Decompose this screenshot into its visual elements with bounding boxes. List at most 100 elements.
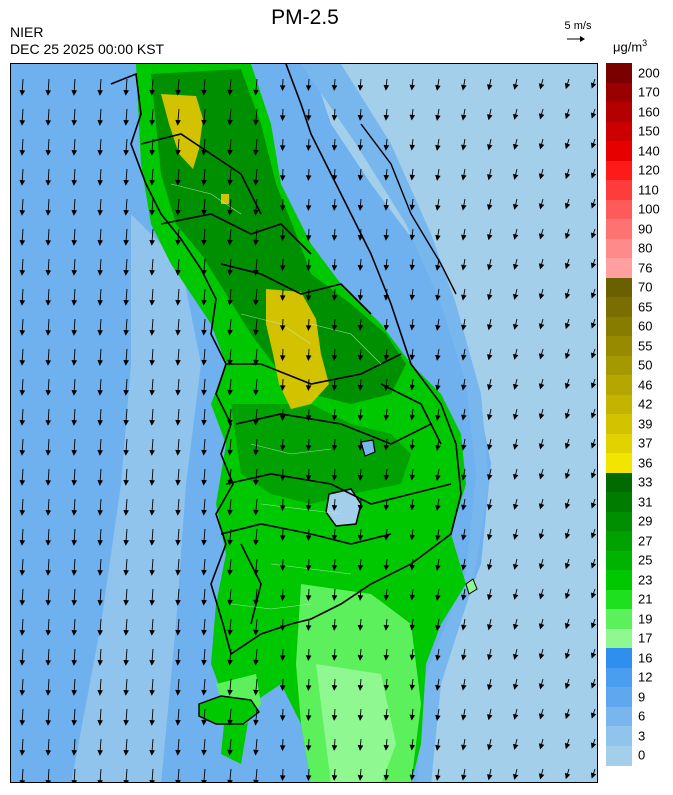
wind-arrow-head	[357, 564, 364, 571]
wind-arrow-head	[538, 563, 545, 570]
wind-arrow-head	[512, 623, 519, 630]
legend-label: 55	[638, 338, 653, 354]
wind-arrow-head	[461, 234, 467, 241]
wind-arrow-head	[227, 179, 233, 186]
wind-arrow-head	[409, 324, 416, 331]
legend-label: 150	[638, 123, 660, 139]
wind-arrow-head	[564, 562, 571, 570]
wind-arrow-head	[45, 390, 52, 396]
wind-arrow-head	[201, 179, 207, 186]
wind-arrow-head	[435, 444, 441, 451]
wind-arrow-head	[45, 90, 52, 96]
wind-arrow-head	[19, 630, 26, 636]
wind-arrow-head	[538, 83, 545, 90]
wind-arrow-head	[175, 749, 181, 756]
legend-swatch	[606, 102, 632, 122]
wind-arrow-head	[149, 689, 155, 696]
wind-arrow-head	[201, 539, 207, 546]
wind-arrow-head	[538, 653, 545, 660]
wind-arrow-head	[149, 539, 155, 546]
wind-arrow-head	[97, 629, 103, 636]
wind-arrow-head	[19, 120, 26, 126]
wind-arrow-head	[201, 449, 207, 456]
wind-arrow-head	[175, 539, 181, 546]
wind-arrow-head	[175, 299, 181, 306]
wind-arrow-head	[512, 173, 519, 180]
wind-arrow-head	[383, 594, 390, 601]
wind-arrow-head	[357, 774, 364, 781]
wind-arrow-head	[487, 504, 493, 511]
legend-label: 42	[638, 396, 653, 412]
wind-arrow-head	[357, 354, 364, 361]
legend-label: 170	[638, 84, 660, 100]
wind-arrow-head	[409, 384, 416, 391]
legend-swatch	[606, 82, 632, 103]
wind-arrow-head	[149, 239, 155, 246]
wind-arrow-head	[71, 750, 78, 756]
forecast-datetime: DEC 25 2025 00:00 KST	[10, 41, 165, 57]
legend-swatch	[606, 745, 632, 766]
wind-arrow-head	[123, 629, 129, 636]
wind-arrow-head	[487, 114, 493, 121]
wind-arrow-head	[149, 119, 155, 126]
wind-arrow-head	[512, 353, 519, 360]
wind-arrow-head	[331, 205, 338, 211]
wind-arrow-head	[357, 534, 364, 541]
legend-label: 23	[638, 572, 653, 588]
map-title: PM-2.5	[271, 6, 339, 29]
wind-arrow	[73, 768, 76, 782]
wind-arrow-head	[123, 239, 129, 246]
wind-arrow-head	[357, 624, 364, 631]
wind-arrow-head	[435, 174, 441, 181]
wind-arrow-head	[201, 629, 207, 636]
wind-arrow-head	[305, 355, 312, 362]
wind-arrow-head	[19, 210, 26, 216]
wind-arrow-head	[383, 114, 390, 121]
wind-arrow-head	[357, 504, 364, 511]
wind-arrow-head	[19, 750, 26, 756]
wind-arrow-head	[590, 232, 597, 239]
legend-label: 65	[638, 299, 653, 315]
wind-arrow-head	[227, 539, 233, 546]
wind-arrow-head	[201, 89, 207, 96]
wind-arrow-head	[253, 509, 259, 516]
wind-arrow-head	[487, 204, 493, 211]
wind-arrow-head	[383, 414, 390, 421]
wind-arrow-head	[71, 450, 78, 456]
wind-arrow-head	[175, 329, 181, 336]
wind-arrow-head	[201, 779, 207, 782]
wind-arrow-head	[564, 742, 571, 750]
legend-swatch	[606, 414, 632, 434]
wind-arrow-head	[279, 145, 286, 152]
wind-arrow-head	[45, 720, 52, 726]
wind-arrow-head	[487, 654, 493, 661]
wind-arrow-head	[97, 299, 103, 306]
wind-arrow-head	[19, 660, 26, 666]
wind-arrow-head	[357, 654, 364, 661]
wind-arrow-head	[123, 569, 129, 576]
wind-arrow-head	[512, 383, 519, 390]
wind-arrow-head	[175, 509, 181, 516]
wind-arrow-head	[71, 360, 78, 366]
wind-arrow-head	[305, 475, 312, 482]
legend-swatch	[606, 492, 632, 512]
wind-arrow-head	[461, 384, 467, 391]
wind-arrow-head	[435, 744, 441, 751]
wind-arrow-head	[538, 413, 545, 420]
legend-swatch	[606, 531, 632, 551]
wind-arrow-head	[123, 209, 129, 216]
wind-arrow-head	[590, 82, 597, 89]
wind-arrow-head	[97, 179, 103, 186]
wind-arrow-head	[201, 749, 207, 756]
wind-arrow-head	[175, 629, 181, 636]
wind-arrow-head	[512, 473, 519, 480]
wind-arrow-head	[538, 503, 545, 510]
wind-arrow-head	[279, 595, 286, 602]
wind-arrow-head	[19, 690, 26, 696]
wind-arrow-head	[45, 330, 52, 336]
wind-arrow-head	[383, 384, 390, 391]
wind-arrow-head	[564, 712, 571, 720]
wind-arrow-head	[45, 420, 52, 426]
wind-arrow-head	[175, 359, 181, 366]
wind-arrow-head	[538, 623, 545, 630]
